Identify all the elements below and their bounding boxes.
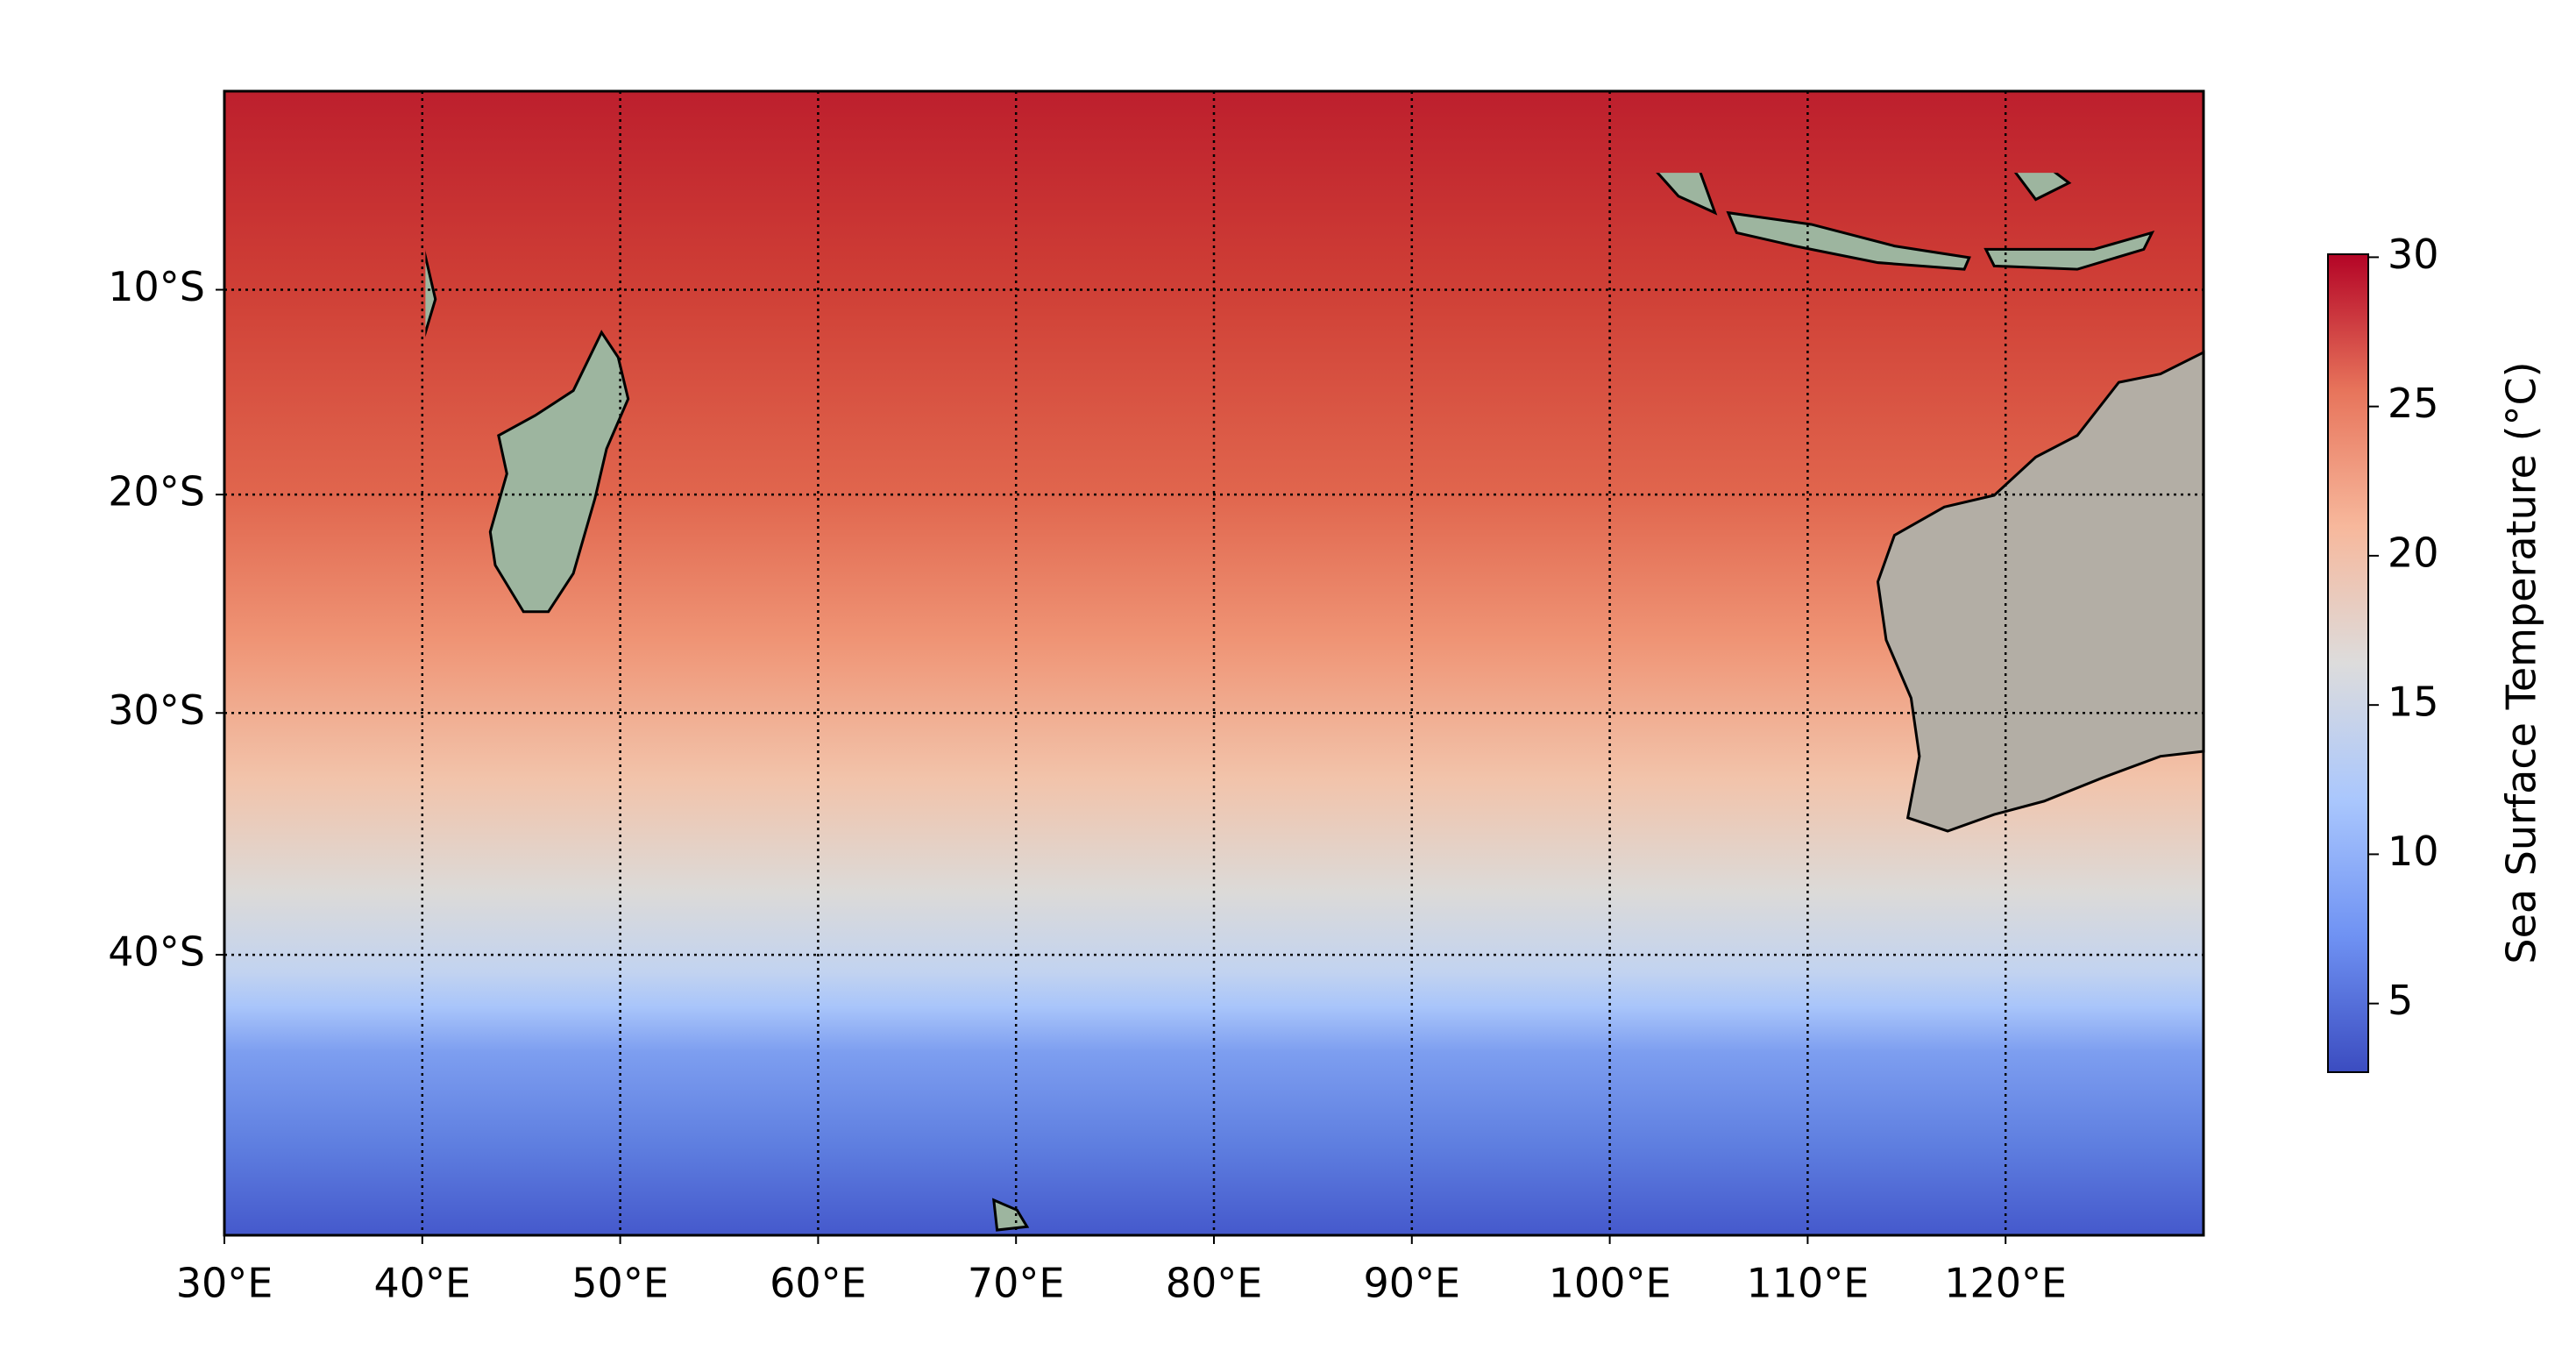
colorbar [2327, 253, 2369, 1073]
land [425, 173, 2205, 1232]
x-tick-label: 50°E [571, 1260, 669, 1307]
colorbar-tick-label: 20 [2388, 529, 2439, 576]
colorbar-label: Sea Surface Temperature (°C) [2498, 361, 2545, 963]
australia [1876, 350, 2205, 833]
x-tick-label: 30°E [176, 1260, 273, 1307]
kerguelen [992, 1198, 1030, 1232]
y-tick-label: 20°S [108, 468, 205, 515]
africa [425, 173, 437, 338]
sumatra [1656, 173, 1718, 216]
grid [223, 91, 2203, 1235]
y-tick-label: 10°S [108, 263, 205, 310]
x-tick-label: 70°E [968, 1260, 1065, 1307]
x-tick-label: 80°E [1166, 1260, 1263, 1307]
colorbar-tick-label: 30 [2388, 231, 2439, 278]
x-tick-label: 120°E [1944, 1260, 2067, 1307]
colorbar-tick-label: 25 [2388, 380, 2439, 427]
x-tick-label: 90°E [1363, 1260, 1460, 1307]
y-tick-label: 30°S [108, 686, 205, 734]
colorbar-tick-label: 15 [2388, 679, 2439, 726]
x-tick-label: 110°E [1746, 1260, 1869, 1307]
y-tick-label: 40°S [108, 928, 205, 976]
sulawesi [2013, 173, 2072, 202]
colorbar-tick-label: 10 [2388, 828, 2439, 875]
colorbar-tick-label: 5 [2388, 977, 2413, 1024]
x-tick-label: 40°E [373, 1260, 471, 1307]
x-tick-label: 100°E [1549, 1260, 1671, 1307]
lesser-sundas [1983, 231, 2155, 271]
java [1726, 210, 1971, 271]
x-tick-label: 60°E [770, 1260, 867, 1307]
